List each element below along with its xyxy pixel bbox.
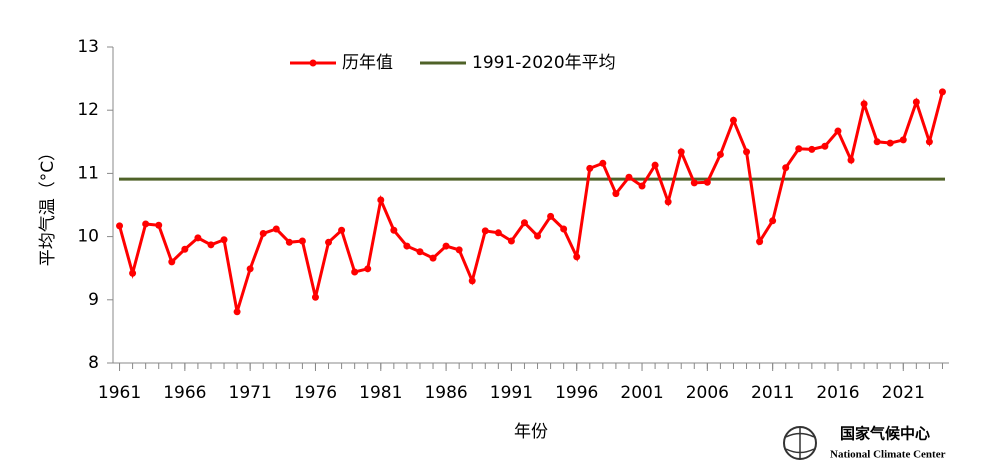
x-tick-label: 2016 bbox=[816, 383, 859, 403]
data-point bbox=[599, 159, 607, 167]
data-point bbox=[311, 293, 319, 301]
data-point bbox=[821, 142, 829, 150]
y-axis-label: 平均气温（°C） bbox=[38, 144, 58, 266]
data-point bbox=[246, 265, 254, 273]
data-point bbox=[873, 138, 881, 146]
data-point bbox=[285, 238, 293, 246]
data-point bbox=[860, 100, 868, 108]
logo: 国家气候中心 National Climate Center bbox=[783, 425, 946, 461]
x-tick-label: 2011 bbox=[751, 383, 794, 403]
data-point bbox=[795, 145, 803, 153]
data-point bbox=[664, 198, 672, 206]
data-point bbox=[298, 237, 306, 245]
x-tick-label: 1996 bbox=[555, 383, 598, 403]
x-tick-label: 1981 bbox=[359, 383, 402, 403]
data-point bbox=[612, 190, 620, 198]
data-point bbox=[808, 145, 816, 153]
data-point bbox=[782, 164, 790, 172]
data-point bbox=[142, 220, 150, 228]
y-tick-label: 13 bbox=[77, 37, 99, 57]
x-tick-label: 2021 bbox=[882, 383, 925, 403]
data-point bbox=[912, 98, 920, 106]
data-point bbox=[769, 217, 777, 225]
data-point bbox=[272, 225, 280, 233]
data-point bbox=[834, 127, 842, 135]
x-tick-label: 1961 bbox=[98, 383, 141, 403]
data-point bbox=[259, 229, 267, 237]
data-point bbox=[690, 179, 698, 187]
data-point bbox=[220, 236, 228, 244]
data-point bbox=[703, 178, 711, 186]
legend-label: 历年值 bbox=[342, 53, 393, 73]
data-point bbox=[494, 229, 502, 237]
data-point bbox=[716, 150, 724, 158]
data-point bbox=[625, 173, 633, 181]
data-point bbox=[364, 265, 372, 273]
data-point bbox=[507, 237, 515, 245]
legend-label: 1991-2020年平均 bbox=[472, 53, 616, 73]
data-point bbox=[455, 246, 463, 254]
data-point bbox=[481, 227, 489, 235]
y-tick-label: 10 bbox=[77, 227, 99, 247]
data-point bbox=[181, 245, 189, 253]
y-tick-label: 8 bbox=[88, 353, 99, 373]
data-point bbox=[886, 139, 894, 147]
data-point bbox=[638, 182, 646, 190]
x-tick-label: 2001 bbox=[620, 383, 663, 403]
data-point bbox=[416, 248, 424, 256]
x-tick-label: 1976 bbox=[294, 383, 337, 403]
x-tick-label: 2006 bbox=[686, 383, 729, 403]
data-point bbox=[547, 212, 555, 220]
data-point bbox=[194, 234, 202, 242]
data-point bbox=[403, 242, 411, 250]
data-point bbox=[468, 277, 476, 285]
data-point bbox=[520, 219, 528, 227]
legend-marker bbox=[309, 59, 317, 67]
logo-lines bbox=[785, 427, 815, 459]
data-point bbox=[743, 148, 751, 156]
data-point bbox=[925, 138, 933, 146]
data-point bbox=[155, 221, 163, 229]
data-point bbox=[233, 308, 241, 316]
data-point bbox=[756, 238, 764, 246]
data-point bbox=[586, 164, 594, 172]
series-line bbox=[118, 91, 944, 313]
data-point bbox=[442, 242, 450, 250]
data-point bbox=[573, 253, 581, 261]
data-point bbox=[899, 136, 907, 144]
data-point bbox=[116, 222, 124, 230]
data-point bbox=[560, 225, 568, 233]
data-point bbox=[351, 268, 359, 276]
data-point bbox=[325, 238, 333, 246]
y-tick-label: 9 bbox=[88, 290, 99, 310]
data-point bbox=[534, 232, 542, 240]
data-point bbox=[129, 269, 137, 277]
data-point bbox=[168, 258, 176, 266]
data-point bbox=[651, 161, 659, 169]
data-point bbox=[729, 116, 737, 124]
y-tick-label: 12 bbox=[77, 100, 99, 120]
logo-name-en: National Climate Center bbox=[830, 449, 946, 461]
x-tick-label: 1971 bbox=[229, 383, 272, 403]
x-tick-label: 1986 bbox=[424, 383, 467, 403]
data-point bbox=[338, 226, 346, 234]
data-point bbox=[677, 148, 685, 156]
data-point bbox=[847, 156, 855, 164]
data-point bbox=[938, 88, 946, 96]
data-point bbox=[377, 196, 385, 204]
data-point bbox=[429, 254, 437, 262]
x-axis-label: 年份 bbox=[514, 422, 548, 442]
data-point bbox=[390, 226, 398, 234]
x-tick-label: 1991 bbox=[490, 383, 533, 403]
x-tick-label: 1966 bbox=[163, 383, 206, 403]
logo-name-cn: 国家气候中心 bbox=[840, 425, 930, 443]
data-point bbox=[207, 241, 215, 249]
y-tick-label: 11 bbox=[77, 163, 99, 183]
